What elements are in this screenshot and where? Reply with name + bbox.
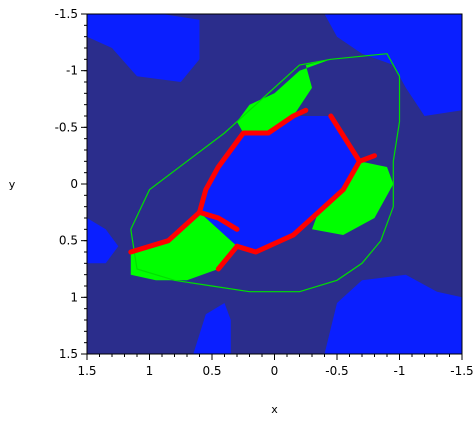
red-boundary-line-2 xyxy=(128,209,202,255)
boundary-layer xyxy=(128,53,401,293)
x-tick-label: -0.5 xyxy=(325,364,348,378)
x-axis-label: x xyxy=(271,403,278,416)
y-tick-label: -1.5 xyxy=(55,7,78,21)
x-tick-label: -1 xyxy=(394,364,406,378)
green-region-6 xyxy=(237,59,331,133)
bright-blue-region-4 xyxy=(324,274,462,354)
x-tick-label: 1 xyxy=(146,364,154,378)
x-tick-label: -1.5 xyxy=(450,364,473,378)
x-tick-label: 1.5 xyxy=(77,364,96,378)
red-boundary-line-3 xyxy=(328,113,377,164)
y-tick-label: -0.5 xyxy=(55,120,78,134)
bright-blue-region-1 xyxy=(324,14,462,116)
y-tick-label: 0 xyxy=(70,177,78,191)
regions-layer xyxy=(87,14,462,354)
plot-area xyxy=(87,14,462,354)
x-axis: 1.5 1 0.5 0 -0.5 -1 -1.5 xyxy=(77,354,474,378)
y-tick-label: 1.5 xyxy=(59,347,78,361)
bright-blue-region-5 xyxy=(199,116,360,252)
x-tick-label: 0 xyxy=(271,364,279,378)
bright-blue-region-2 xyxy=(87,218,119,264)
y-axis: -1.5 -1 -0.5 0 0.5 1 1.5 xyxy=(55,7,87,361)
y-tick-label: -1 xyxy=(66,64,78,78)
red-boundary-line-1 xyxy=(234,158,362,255)
red-boundary-line-0 xyxy=(197,107,309,232)
red-boundary-line-4 xyxy=(215,243,240,272)
y-tick-label: 1 xyxy=(70,290,78,304)
green-region-8 xyxy=(130,212,237,281)
green-boundary-line xyxy=(130,53,401,293)
bright-blue-region-3 xyxy=(193,303,231,354)
y-tick-label: 0.5 xyxy=(59,234,78,248)
y-axis-label: y xyxy=(9,178,16,191)
x-tick-label: 0.5 xyxy=(202,364,221,378)
bright-blue-region-0 xyxy=(87,14,200,82)
green-region-7 xyxy=(312,161,394,235)
